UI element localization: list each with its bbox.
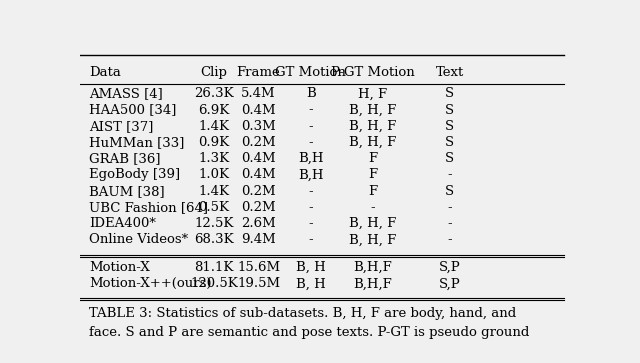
- Text: S,P: S,P: [438, 261, 460, 274]
- Text: S,P: S,P: [438, 277, 460, 290]
- Text: S: S: [445, 136, 454, 149]
- Text: -: -: [447, 201, 452, 214]
- Text: 0.4M: 0.4M: [241, 152, 276, 165]
- Text: B, H, F: B, H, F: [349, 103, 396, 117]
- Text: AIST [37]: AIST [37]: [89, 120, 154, 133]
- Text: Frame: Frame: [237, 66, 280, 79]
- Text: Motion-X++(ours): Motion-X++(ours): [89, 277, 211, 290]
- Text: 26.3K: 26.3K: [194, 87, 234, 101]
- Text: HuMMan [33]: HuMMan [33]: [89, 136, 184, 149]
- Text: -: -: [308, 201, 313, 214]
- Text: HAA500 [34]: HAA500 [34]: [89, 103, 176, 117]
- Text: IDEA400*: IDEA400*: [89, 217, 156, 230]
- Text: Motion-X: Motion-X: [89, 261, 150, 274]
- Text: -: -: [308, 103, 313, 117]
- Text: face. S and P are semantic and pose texts. P-GT is pseudo ground: face. S and P are semantic and pose text…: [89, 326, 529, 339]
- Text: -: -: [447, 233, 452, 246]
- Text: 12.5K: 12.5K: [194, 217, 234, 230]
- Text: B: B: [306, 87, 316, 101]
- Text: B,H,F: B,H,F: [353, 277, 392, 290]
- Text: 5.4M: 5.4M: [241, 87, 276, 101]
- Text: -: -: [447, 217, 452, 230]
- Text: 6.9K: 6.9K: [198, 103, 230, 117]
- Text: -: -: [308, 233, 313, 246]
- Text: 0.4M: 0.4M: [241, 168, 276, 182]
- Text: B, H, F: B, H, F: [349, 233, 396, 246]
- Text: 1.3K: 1.3K: [198, 152, 230, 165]
- Text: F: F: [368, 168, 377, 182]
- Text: -: -: [308, 120, 313, 133]
- Text: B, H: B, H: [296, 261, 326, 274]
- Text: 0.9K: 0.9K: [198, 136, 230, 149]
- Text: GRAB [36]: GRAB [36]: [89, 152, 161, 165]
- Text: S: S: [445, 120, 454, 133]
- Text: Clip: Clip: [200, 66, 227, 79]
- Text: AMASS [4]: AMASS [4]: [89, 87, 163, 101]
- Text: F: F: [368, 185, 377, 197]
- Text: 1.4K: 1.4K: [198, 185, 229, 197]
- Text: 68.3K: 68.3K: [194, 233, 234, 246]
- Text: B, H, F: B, H, F: [349, 136, 396, 149]
- Text: EgoBody [39]: EgoBody [39]: [89, 168, 180, 182]
- Text: 81.1K: 81.1K: [194, 261, 234, 274]
- Text: 0.2M: 0.2M: [241, 201, 276, 214]
- Text: F: F: [368, 152, 377, 165]
- Text: B,H: B,H: [298, 168, 323, 182]
- Text: 2.6M: 2.6M: [241, 217, 276, 230]
- Text: -: -: [447, 168, 452, 182]
- Text: 0.2M: 0.2M: [241, 185, 276, 197]
- Text: 0.5K: 0.5K: [198, 201, 229, 214]
- Text: Text: Text: [435, 66, 463, 79]
- Text: BAUM [38]: BAUM [38]: [89, 185, 164, 197]
- Text: B, H: B, H: [296, 277, 326, 290]
- Text: H, F: H, F: [358, 87, 387, 101]
- Text: S: S: [445, 152, 454, 165]
- Text: 9.4M: 9.4M: [241, 233, 276, 246]
- Text: B, H, F: B, H, F: [349, 217, 396, 230]
- Text: S: S: [445, 103, 454, 117]
- Text: 1.4K: 1.4K: [198, 120, 229, 133]
- Text: -: -: [371, 201, 375, 214]
- Text: Data: Data: [89, 66, 121, 79]
- Text: S: S: [445, 87, 454, 101]
- Text: 0.2M: 0.2M: [241, 136, 276, 149]
- Text: B,H: B,H: [298, 152, 323, 165]
- Text: Online Videos*: Online Videos*: [89, 233, 188, 246]
- Text: 120.5K: 120.5K: [190, 277, 238, 290]
- Text: TABLE 3: Statistics of sub-datasets. B, H, F are body, hand, and: TABLE 3: Statistics of sub-datasets. B, …: [89, 307, 516, 319]
- Text: -: -: [308, 136, 313, 149]
- Text: 0.3M: 0.3M: [241, 120, 276, 133]
- Text: 19.5M: 19.5M: [237, 277, 280, 290]
- Text: -: -: [308, 185, 313, 197]
- Text: B, H, F: B, H, F: [349, 120, 396, 133]
- Text: GT Motion: GT Motion: [275, 66, 346, 79]
- Text: 15.6M: 15.6M: [237, 261, 280, 274]
- Text: 1.0K: 1.0K: [198, 168, 229, 182]
- Text: 0.4M: 0.4M: [241, 103, 276, 117]
- Text: S: S: [445, 185, 454, 197]
- Text: -: -: [308, 217, 313, 230]
- Text: UBC Fashion [64]: UBC Fashion [64]: [89, 201, 208, 214]
- Text: B,H,F: B,H,F: [353, 261, 392, 274]
- Text: P-GT Motion: P-GT Motion: [331, 66, 415, 79]
